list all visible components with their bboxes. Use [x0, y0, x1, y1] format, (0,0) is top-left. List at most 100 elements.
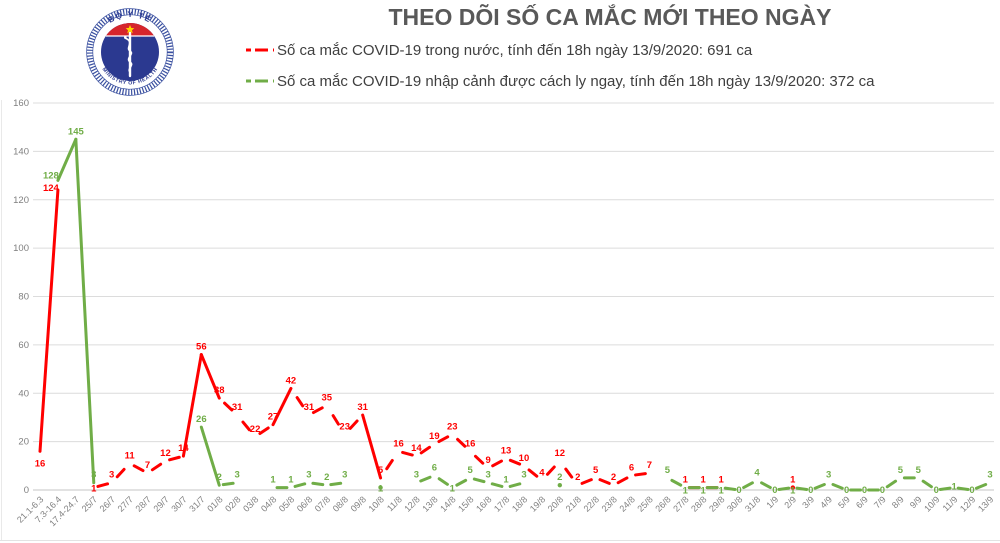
svg-text:3: 3 — [414, 470, 419, 481]
svg-text:23: 23 — [339, 421, 350, 432]
svg-text:5: 5 — [378, 465, 384, 476]
legend-item-imported: Số ca mắc COVID-19 nhập cảnh được cách l… — [245, 71, 874, 91]
svg-text:30/7: 30/7 — [169, 494, 188, 513]
svg-text:1: 1 — [288, 475, 294, 486]
svg-text:0: 0 — [969, 485, 974, 496]
svg-text:25/8: 25/8 — [635, 494, 654, 513]
svg-text:31/8: 31/8 — [743, 494, 762, 513]
svg-text:11/9: 11/9 — [941, 494, 960, 513]
svg-text:1: 1 — [378, 484, 384, 495]
svg-text:2/9: 2/9 — [782, 494, 798, 510]
svg-text:7/9: 7/9 — [872, 494, 888, 510]
svg-text:160: 160 — [13, 98, 29, 109]
svg-text:3: 3 — [235, 470, 240, 481]
svg-text:20: 20 — [18, 437, 29, 448]
svg-text:31/7: 31/7 — [187, 494, 206, 513]
legend-marker-dashed-green-icon — [246, 79, 274, 83]
svg-text:2: 2 — [575, 472, 580, 483]
svg-text:1/9: 1/9 — [764, 494, 780, 510]
svg-text:124: 124 — [43, 183, 60, 194]
svg-text:5: 5 — [593, 465, 599, 476]
svg-text:13/8: 13/8 — [420, 494, 439, 513]
svg-text:14: 14 — [411, 443, 422, 454]
svg-text:3: 3 — [987, 470, 992, 481]
svg-text:1: 1 — [683, 486, 689, 497]
svg-text:10/8: 10/8 — [367, 494, 386, 513]
svg-text:03/8: 03/8 — [241, 494, 260, 513]
gridlines — [33, 102, 994, 491]
svg-text:3: 3 — [485, 470, 490, 481]
svg-text:12: 12 — [555, 448, 566, 459]
svg-text:5: 5 — [665, 465, 671, 476]
svg-text:09/8: 09/8 — [349, 494, 368, 513]
svg-text:12/9: 12/9 — [958, 494, 977, 513]
svg-text:29/8: 29/8 — [707, 494, 726, 513]
svg-text:1: 1 — [790, 486, 796, 497]
svg-text:08/8: 08/8 — [331, 494, 350, 513]
svg-text:27: 27 — [268, 412, 279, 423]
svg-text:28/8: 28/8 — [689, 494, 708, 513]
svg-text:04/8: 04/8 — [259, 494, 278, 513]
svg-text:10/9: 10/9 — [922, 494, 941, 513]
svg-text:15/8: 15/8 — [456, 494, 475, 513]
svg-text:1: 1 — [701, 475, 707, 486]
svg-text:26/7: 26/7 — [98, 494, 117, 513]
svg-text:20/8: 20/8 — [546, 494, 565, 513]
svg-text:2: 2 — [324, 472, 329, 483]
svg-text:0: 0 — [736, 485, 741, 496]
svg-text:21/8: 21/8 — [564, 494, 583, 513]
svg-text:25/7: 25/7 — [80, 494, 99, 513]
svg-text:16: 16 — [393, 438, 404, 449]
svg-text:100: 100 — [13, 243, 29, 254]
svg-text:9: 9 — [485, 455, 490, 466]
svg-text:1: 1 — [450, 484, 456, 495]
svg-text:19: 19 — [429, 431, 440, 442]
svg-text:35: 35 — [322, 392, 333, 403]
svg-text:0: 0 — [880, 485, 885, 496]
legend-label-domestic: Số ca mắc COVID-19 trong nước, tính đến … — [277, 41, 753, 59]
svg-text:2: 2 — [611, 472, 616, 483]
svg-text:3: 3 — [306, 470, 311, 481]
svg-text:7: 7 — [647, 460, 652, 471]
svg-text:5/9: 5/9 — [836, 494, 852, 510]
svg-text:4/9: 4/9 — [818, 494, 834, 510]
svg-text:60: 60 — [18, 340, 29, 351]
svg-text:14/8: 14/8 — [438, 494, 457, 513]
svg-text:5: 5 — [468, 465, 474, 476]
svg-text:3: 3 — [342, 470, 347, 481]
series-1-line — [56, 137, 988, 492]
svg-text:80: 80 — [18, 292, 29, 303]
svg-text:0: 0 — [808, 485, 813, 496]
y-axis-labels: 0 20 40 60 80 100 120 140 160 — [13, 98, 29, 496]
svg-text:26: 26 — [196, 414, 207, 425]
page-bottom-border — [0, 540, 1000, 541]
svg-text:1: 1 — [718, 475, 724, 486]
svg-text:05/8: 05/8 — [277, 494, 296, 513]
star-icon — [125, 25, 135, 34]
svg-text:29/7: 29/7 — [151, 494, 170, 513]
svg-text:0: 0 — [772, 485, 777, 496]
svg-text:140: 140 — [13, 146, 29, 157]
svg-text:6: 6 — [432, 462, 437, 473]
svg-text:1: 1 — [718, 486, 724, 497]
svg-text:0: 0 — [24, 485, 29, 496]
svg-text:07/8: 07/8 — [313, 494, 332, 513]
svg-text:3/9: 3/9 — [800, 494, 816, 510]
svg-text:24/8: 24/8 — [617, 494, 636, 513]
svg-text:16: 16 — [465, 438, 476, 449]
svg-text:3: 3 — [521, 470, 526, 481]
svg-text:0: 0 — [934, 485, 939, 496]
svg-text:40: 40 — [18, 388, 29, 399]
svg-text:4: 4 — [754, 467, 760, 478]
svg-text:38: 38 — [214, 385, 225, 396]
svg-text:27/7: 27/7 — [116, 494, 135, 513]
svg-text:18/8: 18/8 — [510, 494, 529, 513]
legend-marker-dashed-red-icon — [246, 48, 274, 52]
svg-text:02/8: 02/8 — [223, 494, 242, 513]
legend-item-domestic: Số ca mắc COVID-19 trong nước, tính đến … — [245, 40, 874, 60]
svg-text:12/8: 12/8 — [402, 494, 421, 513]
svg-text:14: 14 — [178, 443, 189, 454]
svg-text:1: 1 — [952, 482, 958, 493]
svg-text:5: 5 — [916, 465, 922, 476]
